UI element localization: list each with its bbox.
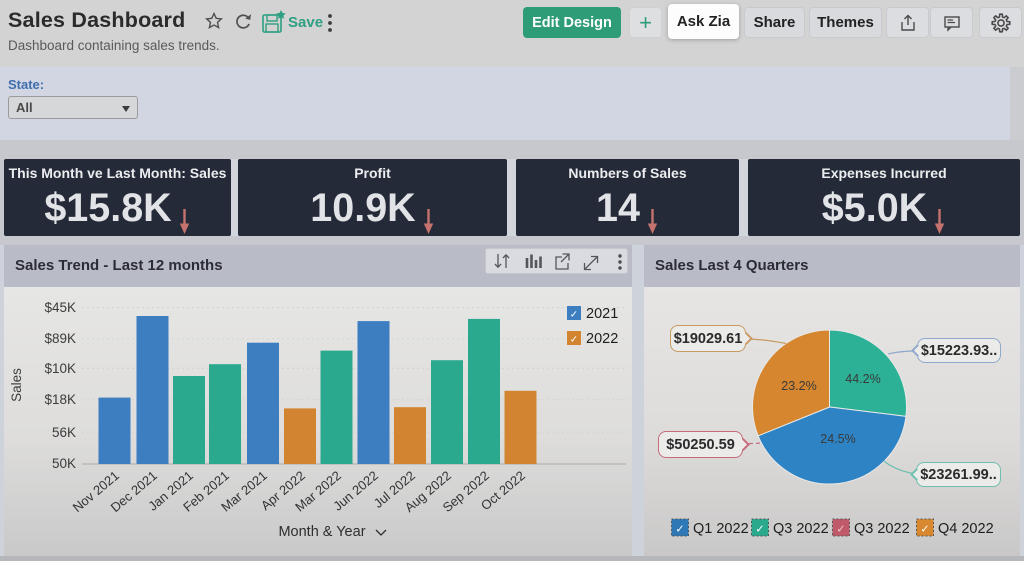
svg-text:$18K: $18K (44, 392, 76, 407)
svg-text:24.5%: 24.5% (820, 432, 855, 446)
svg-text:23.2%: 23.2% (781, 379, 816, 393)
svg-text:✓: ✓ (570, 310, 578, 321)
svg-text:44.2%: 44.2% (845, 372, 880, 386)
svg-text:✓: ✓ (755, 524, 764, 536)
svg-text:Q1 2022: Q1 2022 (693, 521, 749, 537)
svg-text:✓: ✓ (570, 335, 578, 346)
svg-text:$89K: $89K (44, 331, 76, 346)
svg-text:$45K: $45K (44, 300, 76, 315)
svg-text:56K: 56K (52, 425, 76, 440)
svg-text:Q3 2022: Q3 2022 (854, 521, 910, 537)
svg-text:Q4 2022: Q4 2022 (938, 521, 994, 537)
svg-text:Q3 2022: Q3 2022 (773, 521, 829, 537)
svg-text:Month & Year: Month & Year (278, 524, 365, 540)
svg-text:Sales: Sales (9, 368, 24, 402)
svg-text:✓: ✓ (920, 524, 929, 536)
svg-text:2021: 2021 (586, 306, 618, 322)
svg-text:$10K: $10K (44, 361, 76, 376)
svg-text:✓: ✓ (836, 524, 845, 536)
svg-text:50K: 50K (52, 456, 76, 471)
svg-text:✓: ✓ (675, 524, 684, 536)
svg-text:2022: 2022 (586, 331, 618, 347)
